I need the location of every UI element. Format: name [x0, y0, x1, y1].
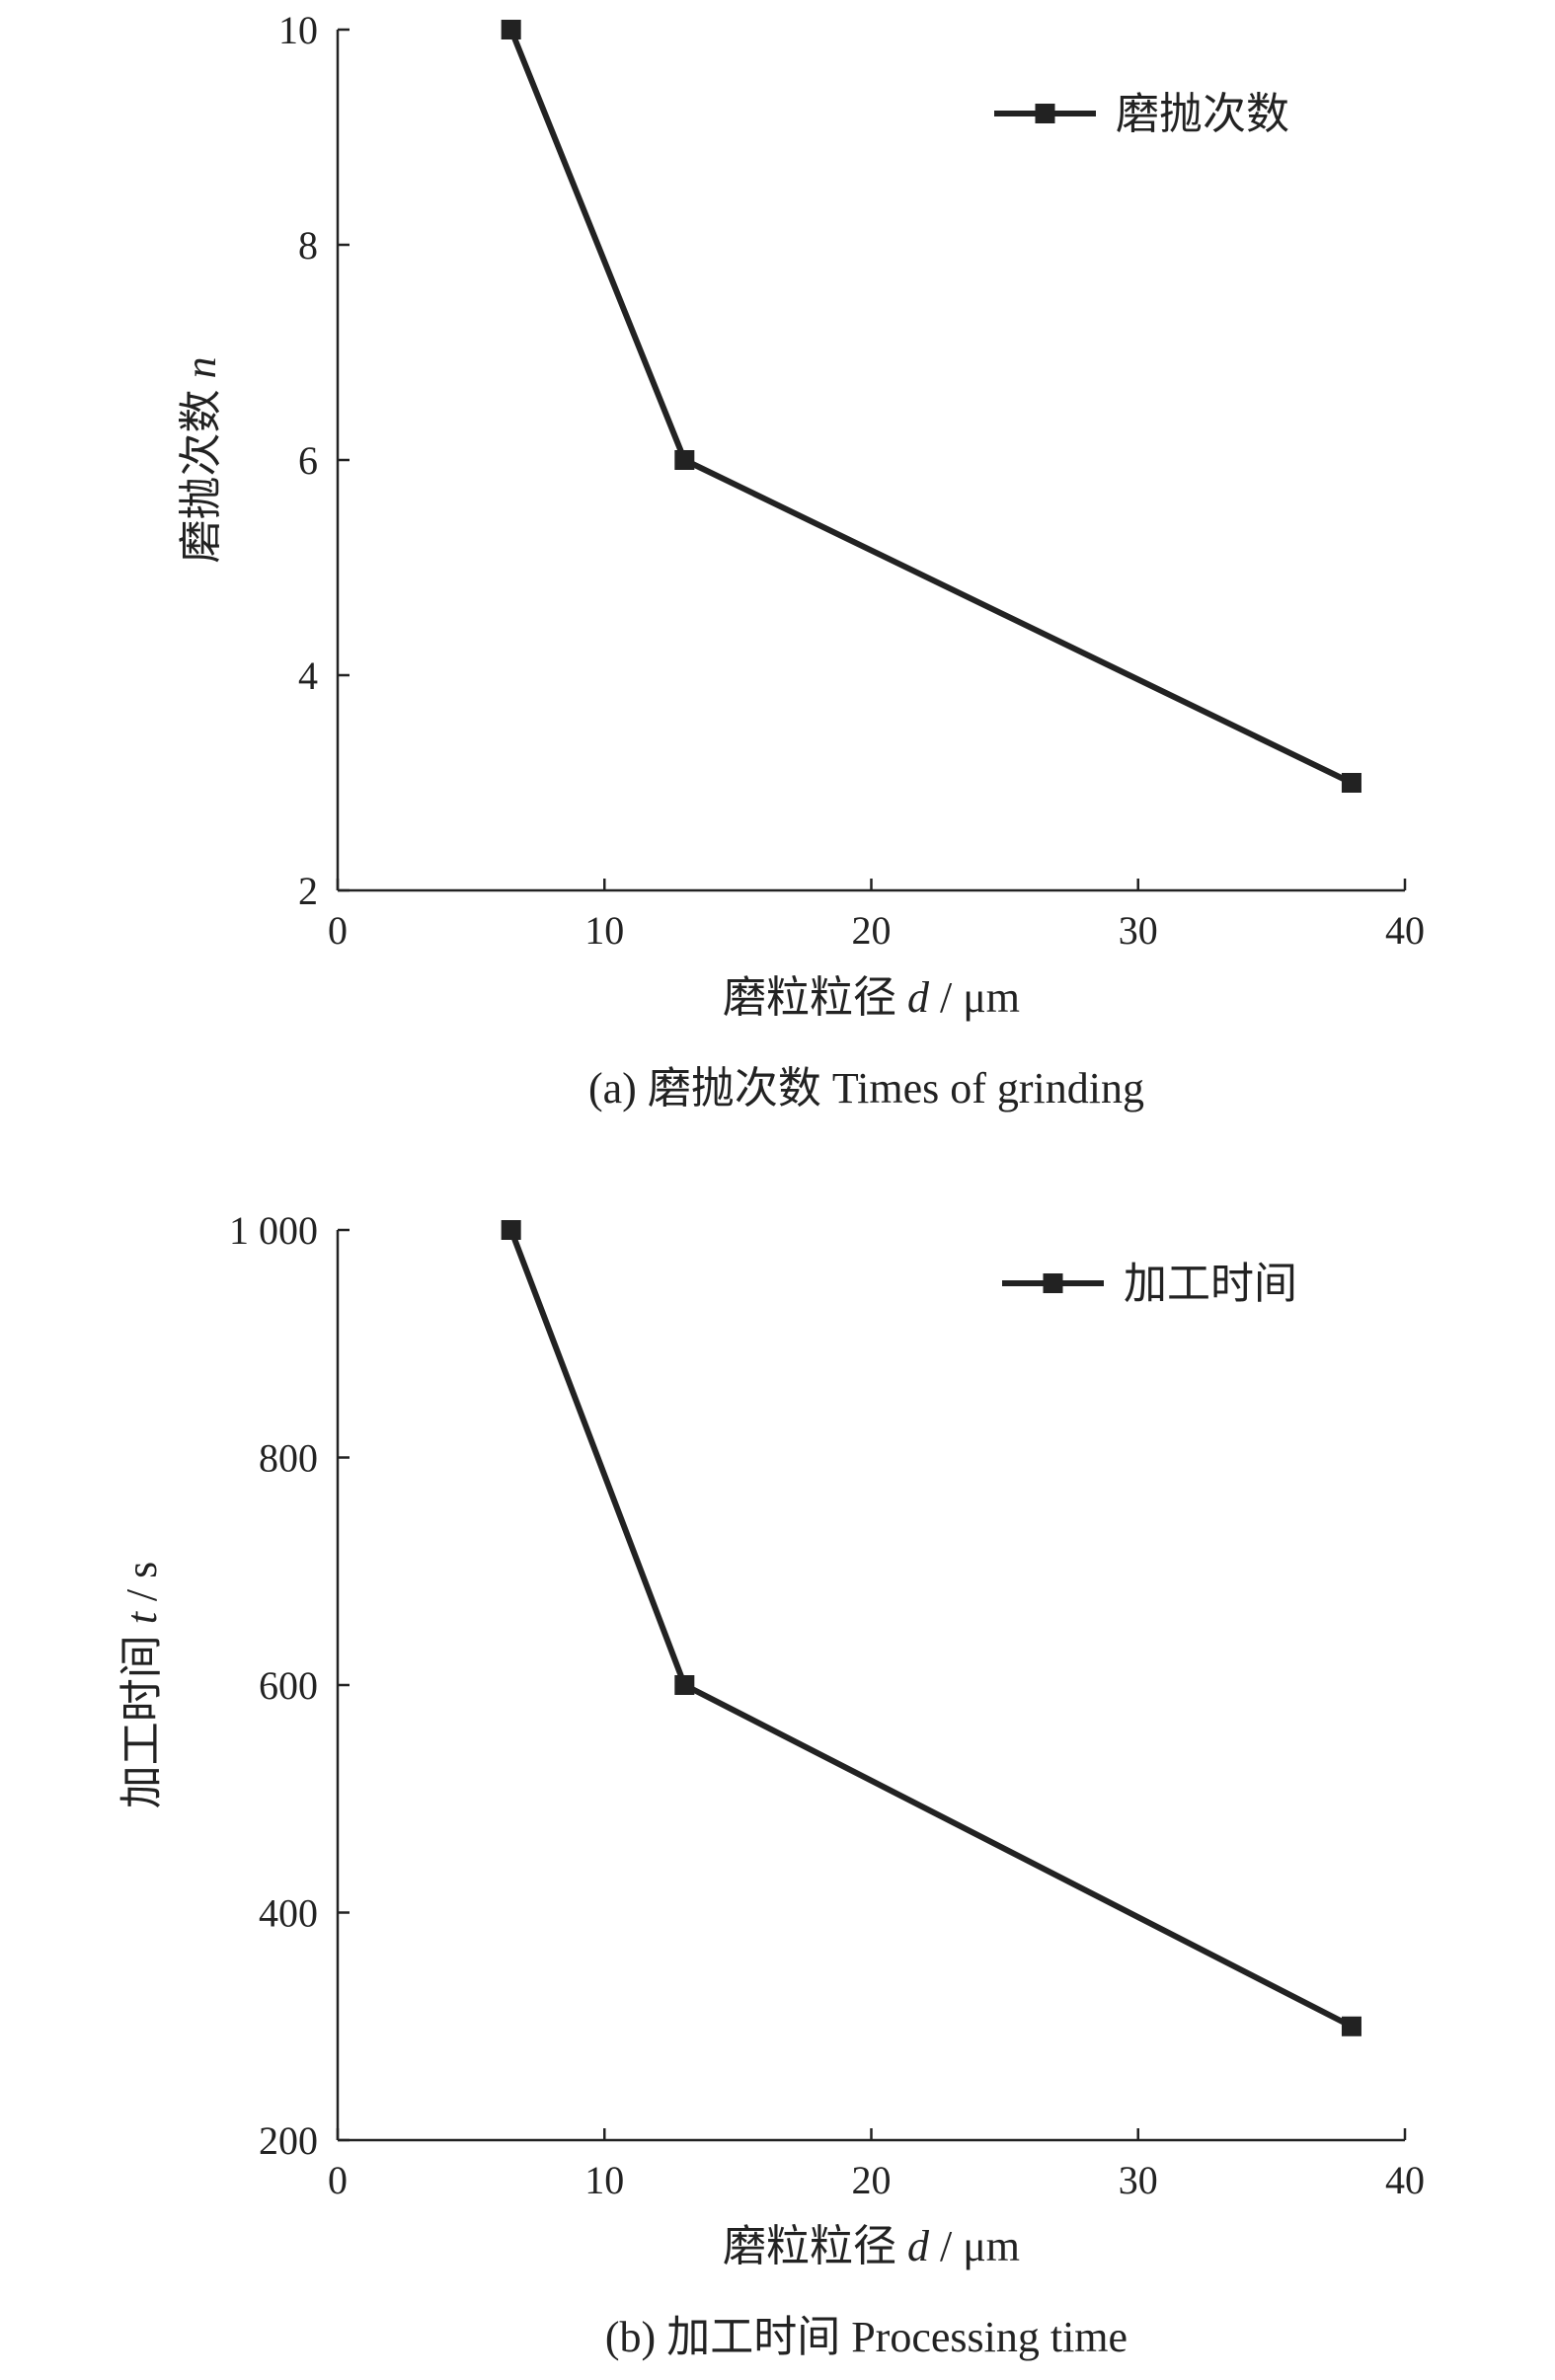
- data-point: [501, 1220, 521, 1240]
- y-axis-title: 加工时间 t / s: [117, 1562, 166, 1809]
- y-axis-title: 磨抛次数 n: [177, 357, 225, 564]
- x-axis-title: 磨粒粒径 d / μm: [723, 2222, 1020, 2270]
- legend-marker: [1043, 1273, 1063, 1293]
- x-axis-title: 磨粒粒径 d / μm: [723, 973, 1020, 1022]
- x-tick-label: 40: [1385, 908, 1425, 953]
- y-tick-label: 400: [259, 1891, 318, 1936]
- x-axis-title-var: d: [907, 2222, 930, 2270]
- figure-caption: (a) 磨抛次数 Times of grinding: [588, 1064, 1144, 1113]
- y-tick-label: 2: [298, 869, 318, 913]
- legend: 磨抛次数: [994, 90, 1289, 138]
- series-line: [507, 1228, 1354, 2030]
- y-axis-title-var: t: [117, 1610, 166, 1624]
- y-axis-title-main: 磨抛次数: [177, 379, 225, 564]
- y-tick-label: 1 000: [229, 1208, 318, 1253]
- data-point: [1341, 2016, 1361, 2036]
- y-tick-label: 6: [298, 438, 318, 483]
- x-tick-label: 30: [1119, 2158, 1158, 2202]
- x-tick-label: 10: [584, 2158, 624, 2202]
- x-axis-title-var: d: [907, 973, 930, 1022]
- x-tick-label: 0: [328, 2158, 348, 2202]
- x-axis-title-main: 磨粒粒径: [723, 973, 907, 1022]
- x-axis-title-main: 磨粒粒径: [723, 2222, 907, 2270]
- y-axis-title-unit: / s: [117, 1562, 166, 1612]
- y-tick-label: 4: [298, 653, 318, 698]
- x-axis-title-unit: / μm: [929, 2222, 1020, 2270]
- chart-b: 0 10 20 30 40 200 400 600 800 1 000 磨粒粒径 d / μm 加工时…: [117, 1208, 1425, 2361]
- y-tick-label: 800: [259, 1436, 318, 1481]
- data-point: [674, 1675, 695, 1695]
- y-tick-label: 10: [278, 8, 318, 52]
- y-tick-label: 600: [259, 1663, 318, 1708]
- x-tick-label: 10: [584, 908, 624, 953]
- x-tick-label: 20: [852, 2158, 892, 2202]
- x-tick-label: 20: [852, 908, 892, 953]
- series-line: [507, 28, 1354, 786]
- legend-label: 磨抛次数: [1116, 90, 1289, 138]
- data-point: [501, 20, 521, 39]
- x-tick-label: 40: [1385, 2158, 1425, 2202]
- x-axis-title-unit: / μm: [929, 973, 1020, 1022]
- figure-caption: (b) 加工时间 Processing time: [605, 2313, 1127, 2361]
- y-tick-label: 200: [259, 2118, 318, 2163]
- y-axis-title-var: n: [177, 357, 225, 379]
- x-tick-label: 30: [1119, 908, 1158, 953]
- y-tick-label: 8: [298, 223, 318, 268]
- legend: 加工时间: [1002, 1260, 1297, 1308]
- data-point: [1341, 773, 1361, 793]
- data-point: [674, 450, 695, 470]
- legend-marker: [1035, 104, 1055, 123]
- x-tick-label: 0: [328, 908, 348, 953]
- y-axis-title-main: 加工时间: [117, 1624, 166, 1808]
- legend-label: 加工时间: [1124, 1260, 1297, 1308]
